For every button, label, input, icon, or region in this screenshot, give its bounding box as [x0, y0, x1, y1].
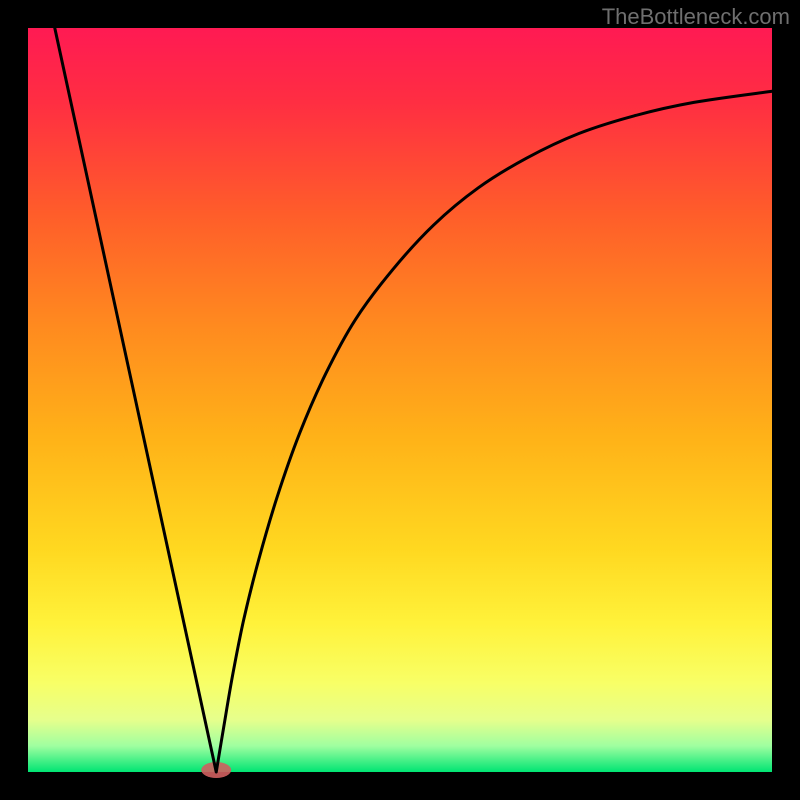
- plot-background: [28, 28, 772, 772]
- watermark-label: TheBottleneck.com: [602, 4, 790, 30]
- bottleneck-chart-svg: [0, 0, 800, 800]
- chart-canvas: TheBottleneck.com: [0, 0, 800, 800]
